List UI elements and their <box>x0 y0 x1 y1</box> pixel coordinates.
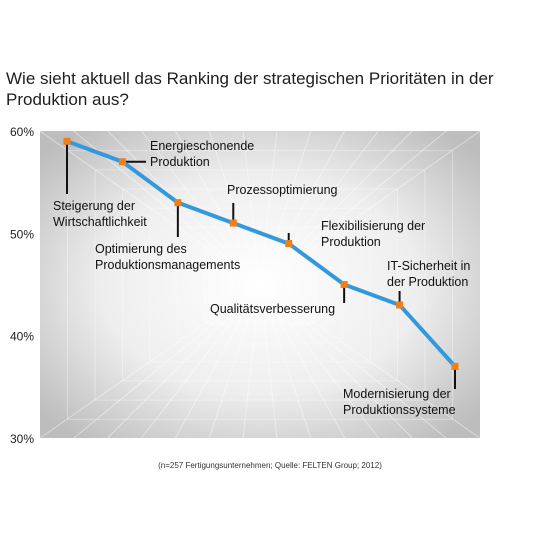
perspective-line <box>141 284 261 439</box>
data-point-label-line: Energieschonende <box>150 139 254 153</box>
plot-background <box>39 130 481 439</box>
perspective-line <box>107 284 261 439</box>
data-point-label: Prozessoptimierung <box>227 183 338 197</box>
data-point-label: Flexibilisierung der Produktion <box>321 219 425 249</box>
perspective-line <box>208 284 261 439</box>
data-point-label-line: Flexibilisierung der <box>321 219 425 233</box>
perspective-line <box>259 130 481 286</box>
y-tick-label: 40% <box>10 330 34 344</box>
data-point-label: Modernisierung der Produktionssysteme <box>343 387 456 417</box>
data-point-marker <box>63 137 71 145</box>
perspective-line <box>259 284 346 439</box>
data-point-label-line: Optimierung des <box>95 242 187 256</box>
perspective-frame <box>232 265 288 305</box>
perspective-line <box>259 284 278 439</box>
data-point-label: Qualitätsverbesserung <box>210 302 335 316</box>
perspective-line <box>39 284 261 439</box>
data-point-label-line: Qualitätsverbesserung <box>210 302 335 316</box>
perspective-line <box>39 130 261 286</box>
series <box>63 137 459 370</box>
data-point-label: Steigerung der Wirtschaftlichkeit <box>53 199 147 229</box>
perspective-line <box>259 284 481 439</box>
data-point-label-line: IT-Sicherheit in <box>387 259 470 273</box>
y-tick-label: 30% <box>10 432 34 446</box>
series-line <box>66 139 457 368</box>
point-labels: Steigerung der Wirtschaftlichkeit Energies… <box>53 139 470 417</box>
y-tick-label: 60% <box>10 125 34 139</box>
perspective-frame <box>149 207 371 363</box>
data-point-label-line: der Produktion <box>387 275 468 289</box>
data-point-marker <box>229 219 237 227</box>
perspective-line <box>259 130 447 286</box>
perspective-line <box>208 130 261 286</box>
source-note: (n=257 Fertigungsunternehmen; Quelle: FE… <box>158 461 382 470</box>
perspective-line <box>174 130 261 286</box>
perspective-line <box>259 284 312 439</box>
data-point-marker <box>174 199 182 207</box>
data-point-marker <box>285 240 293 248</box>
perspective-line <box>107 130 261 286</box>
data-point-label: Optimierung des Produktionsmanagements <box>95 242 240 272</box>
perspective-line <box>259 130 413 286</box>
chart-title: Wie sieht aktuell das Ranking der strate… <box>6 69 494 109</box>
y-axis: 60% 50% 40% 30% <box>10 125 34 446</box>
data-point-marker <box>451 362 459 370</box>
perspective-frame <box>204 246 316 324</box>
data-point-label: IT-Sicherheit in der Produktion <box>387 259 470 289</box>
perspective-line <box>141 130 261 286</box>
data-point-marker <box>396 301 404 309</box>
y-tick-label: 50% <box>10 227 34 241</box>
data-point-label: Energieschonende Produktion <box>150 139 254 169</box>
data-point-label-line: Produktion <box>150 155 210 169</box>
perspective-line <box>259 130 278 286</box>
perspective-line <box>259 284 447 439</box>
perspective-frame <box>94 169 426 401</box>
data-point-label-line: Produktionssysteme <box>343 403 456 417</box>
perspective-line <box>174 284 261 439</box>
perspective-line <box>242 284 261 439</box>
plot-area <box>40 131 480 438</box>
perspective-line <box>242 130 261 286</box>
perspective-line <box>73 284 261 439</box>
data-point-label-line: Modernisierung der <box>343 387 451 401</box>
perspective-line <box>259 130 346 286</box>
data-point-label-line: Produktionsmanagements <box>95 258 240 272</box>
data-point-label-line: Steigerung der <box>53 199 135 213</box>
perspective-line <box>259 130 379 286</box>
data-point-label-line: Produktion <box>321 235 381 249</box>
perspective-frame <box>122 188 398 382</box>
data-point-marker <box>118 158 126 166</box>
perspective-line <box>259 284 379 439</box>
perspective-line <box>259 284 413 439</box>
perspective-frame <box>67 150 453 420</box>
data-point-label-line: Wirtschaftlichkeit <box>53 215 147 229</box>
data-point-marker <box>340 281 348 288</box>
data-point-label-line: Prozessoptimierung <box>227 183 338 197</box>
perspective-line <box>259 130 312 286</box>
